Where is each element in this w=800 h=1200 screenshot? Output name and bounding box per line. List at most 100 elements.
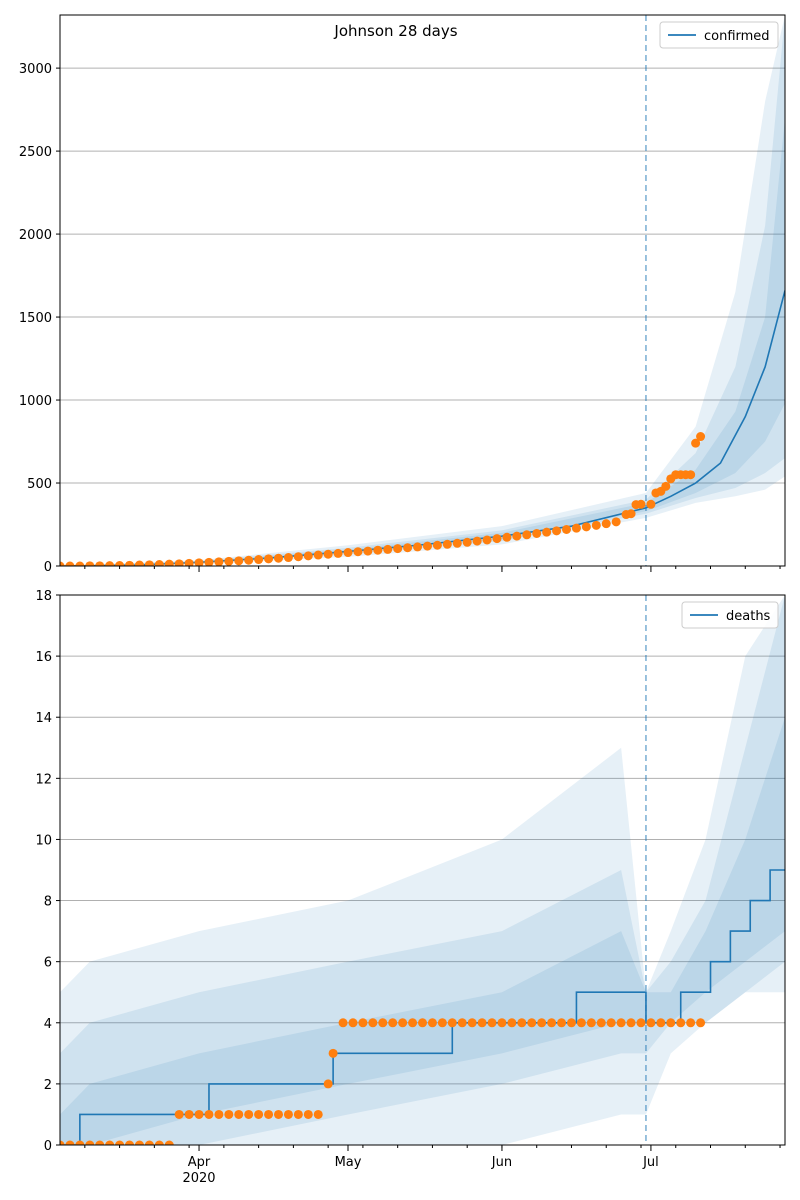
y-tick-label: 2 <box>44 1078 52 1093</box>
observed-point <box>174 559 184 566</box>
observed-point <box>75 1140 85 1145</box>
y-tick-label: 2500 <box>19 145 52 160</box>
observed-point <box>413 542 423 552</box>
uncertainty-band <box>60 717 785 1145</box>
observed-point <box>154 560 164 566</box>
observed-point <box>264 1109 274 1119</box>
observed-point <box>482 535 492 545</box>
y-tick-label: 16 <box>35 650 52 665</box>
observed-point <box>517 1018 527 1028</box>
legend-label: confirmed <box>704 29 770 44</box>
observed-point <box>154 1140 164 1145</box>
observed-point <box>398 1018 408 1028</box>
observed-point <box>537 1018 547 1028</box>
observed-point <box>457 1018 467 1028</box>
observed-point <box>581 522 591 532</box>
observed-point <box>368 1018 378 1028</box>
observed-point <box>164 559 174 566</box>
observed-point <box>313 1109 323 1119</box>
x-tick-label: Jul <box>642 1155 659 1170</box>
observed-point <box>477 1018 487 1028</box>
observed-point <box>393 544 403 554</box>
uncertainty-band <box>60 117 785 566</box>
y-tick-label: 12 <box>35 772 52 787</box>
y-tick-label: 0 <box>44 560 52 575</box>
observed-point <box>254 555 264 565</box>
observed-point <box>144 1140 154 1145</box>
observed-point <box>273 1109 283 1119</box>
observed-point <box>60 1140 65 1145</box>
legend: deaths <box>681 601 779 629</box>
observed-point <box>383 544 393 554</box>
series-line-confirmed <box>60 290 785 566</box>
observed-point <box>388 1018 398 1028</box>
observed-point <box>562 524 572 534</box>
y-tick-label: 1000 <box>19 394 52 409</box>
observed-point <box>224 1109 234 1119</box>
observed-point <box>174 1109 184 1119</box>
observed-point <box>661 481 671 491</box>
deaths-panel: 0 2 4 6 8 10 12 14 16 18 Apr May Jun Jul 2020 deaths <box>35 589 786 1186</box>
observed-point <box>686 1018 696 1028</box>
confirmed-panel: 0 500 1000 1500 2000 2500 3000 confirmed <box>19 14 786 575</box>
legend-label: deaths <box>726 609 771 624</box>
observed-point <box>408 1018 418 1028</box>
observed-point <box>65 561 75 566</box>
observed-point <box>85 1140 95 1145</box>
y-tick-label: 1500 <box>19 311 52 326</box>
observed-point <box>696 1018 706 1028</box>
observed-point <box>194 1109 204 1119</box>
observed-point <box>303 1109 313 1119</box>
observed-point <box>214 1109 224 1119</box>
observed-point <box>204 1109 214 1119</box>
y-tick-label: 18 <box>35 589 52 604</box>
observed-point <box>646 1018 656 1028</box>
y-tick-label: 8 <box>44 895 52 910</box>
y-tick-label: 10 <box>35 833 52 848</box>
observed-point <box>60 561 65 566</box>
observed-point <box>323 549 333 559</box>
observed-point <box>293 1109 303 1119</box>
plot-area <box>60 595 785 1145</box>
observed-point <box>184 558 194 566</box>
observed-point <box>134 1140 144 1145</box>
y-tick-label: 2000 <box>19 228 52 243</box>
observed-point <box>363 546 373 556</box>
chart-title: Johnson 28 days <box>333 22 457 40</box>
observed-point <box>214 557 224 566</box>
observed-point <box>502 532 512 542</box>
y-tick-label: 500 <box>27 477 52 492</box>
observed-point <box>244 555 254 565</box>
y-tick-label: 3000 <box>19 62 52 77</box>
observed-point <box>373 545 383 555</box>
observed-point <box>144 560 154 566</box>
observed-point <box>283 1109 293 1119</box>
y-tick-label: 6 <box>44 956 52 971</box>
observed-point <box>626 1018 636 1028</box>
observed-point <box>586 1018 596 1028</box>
observed-point <box>105 561 115 566</box>
observed-point <box>95 561 105 566</box>
observed-point <box>462 537 472 547</box>
x-tick-year-label: 2020 <box>182 1171 215 1186</box>
observed-point <box>353 547 363 557</box>
legend-box <box>681 601 779 629</box>
observed-point <box>125 1140 135 1145</box>
observed-point <box>686 470 696 480</box>
observed-point <box>348 1018 358 1028</box>
observed-point <box>532 528 542 538</box>
observed-point <box>542 527 552 537</box>
observed-point <box>115 561 125 566</box>
observed-point <box>447 1018 457 1028</box>
observed-point <box>75 561 85 566</box>
y-tick-label: 0 <box>44 1139 52 1154</box>
observed-point <box>596 1018 606 1028</box>
observed-point <box>134 560 144 566</box>
observed-point <box>437 1018 447 1028</box>
x-tick-label: Jun <box>491 1155 512 1170</box>
y-tick-label: 14 <box>35 711 52 726</box>
observed-point <box>497 1018 507 1028</box>
observed-point <box>601 519 611 529</box>
observed-point <box>254 1109 264 1119</box>
observed-point <box>125 560 135 566</box>
